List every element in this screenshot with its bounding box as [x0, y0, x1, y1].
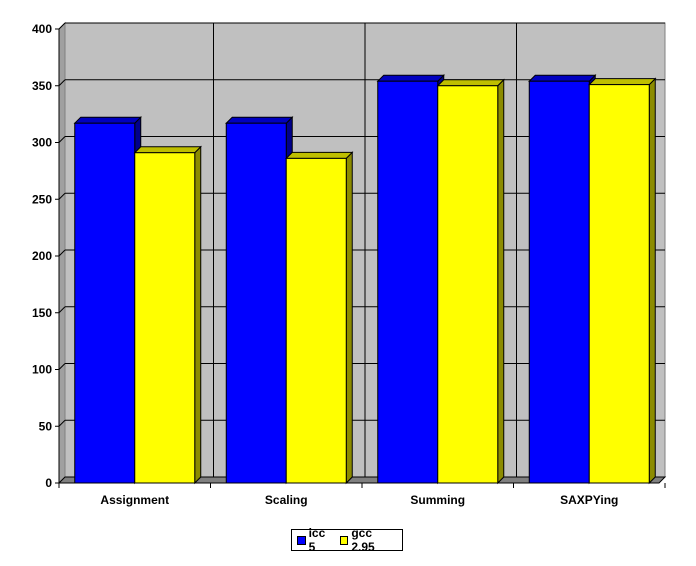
bar-gcc-2-95-scaling: [285, 157, 347, 484]
y-tick-label: 50: [39, 419, 53, 433]
gridline-side: [58, 22, 66, 30]
gridline-side: [58, 79, 66, 87]
legend: icc 5 gcc 2.95: [291, 526, 403, 554]
bar-icc-5-summing: [377, 80, 439, 484]
gridline-side: [58, 419, 66, 427]
bar-side: [648, 77, 656, 485]
y-tick-label: 300: [32, 136, 52, 150]
y-tick-label: 100: [32, 363, 52, 377]
bar-side: [194, 145, 202, 485]
bar-top: [528, 74, 597, 82]
bar-top: [436, 79, 505, 87]
bar-gcc-2-95-assignment: [134, 152, 196, 484]
x-category-label: Scaling: [265, 493, 308, 507]
bar-top: [376, 74, 445, 82]
y-tick-label: 350: [32, 79, 52, 93]
bar-top: [73, 116, 142, 124]
bar-side: [497, 78, 505, 485]
gridline-side: [58, 136, 66, 143]
bar-side: [345, 151, 353, 485]
gridline-side: [58, 192, 66, 200]
bar-top: [285, 151, 354, 159]
x-category-label: Summing: [410, 493, 465, 507]
legend-item: icc 5: [297, 526, 334, 554]
bar-icc-5-scaling: [225, 122, 287, 484]
gridline-side: [58, 363, 66, 370]
bar-icc-5-assignment: [74, 122, 136, 484]
bar-gcc-2-95-saxpying: [588, 84, 650, 484]
x-category-label: Assignment: [100, 493, 169, 507]
y-tick-label: 200: [32, 249, 52, 263]
bar-top: [588, 78, 657, 86]
x-category-label: SAXPYing: [560, 493, 618, 507]
legend-label: gcc 2.95: [351, 526, 375, 554]
gridline-side: [58, 249, 66, 257]
gridline-side: [58, 306, 66, 314]
legend-swatch: [339, 535, 349, 545]
y-tick-label: 0: [45, 476, 52, 490]
bar-gcc-2-95-summing: [437, 85, 499, 484]
y-tick-label: 150: [32, 306, 52, 320]
bar-icc-5-saxpying: [528, 80, 590, 484]
legend-swatch: [297, 535, 306, 545]
legend-item: gcc 2.95: [339, 526, 396, 554]
bar-top: [225, 116, 294, 124]
y-tick-label: 400: [32, 22, 52, 36]
legend-label: icc 5: [308, 526, 326, 554]
y-tick-label: 250: [32, 192, 52, 206]
bar-top: [133, 146, 202, 154]
